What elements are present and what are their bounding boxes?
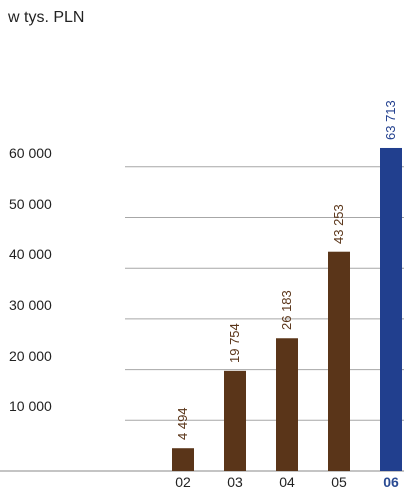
- y-tick-label: 10 000: [9, 398, 52, 415]
- y-tick-label: 60 000: [9, 144, 52, 161]
- y-unit-label: w tys. PLN: [8, 9, 85, 26]
- x-tick-label: 03: [227, 474, 243, 490]
- y-tick-label: 50 000: [9, 195, 52, 212]
- x-tick-label: 06: [383, 474, 399, 490]
- bar: [224, 370, 246, 471]
- data-label: 63 713: [383, 100, 398, 140]
- data-label: 4 494: [175, 407, 190, 441]
- bar: [380, 147, 402, 471]
- bar: [328, 251, 350, 471]
- y-tick-label: 30 000: [9, 296, 52, 313]
- bar: [276, 338, 298, 471]
- y-tick-label: 40 000: [9, 246, 52, 263]
- bar: [172, 448, 194, 471]
- data-label: 43 253: [331, 203, 346, 244]
- data-label: 19 754: [227, 323, 242, 363]
- y-tick-label: 20 000: [9, 347, 52, 364]
- x-tick-label: 02: [175, 474, 191, 490]
- x-tick-label: 04: [279, 474, 295, 490]
- data-label: 26 183: [279, 290, 294, 331]
- x-tick-label: 05: [331, 474, 347, 490]
